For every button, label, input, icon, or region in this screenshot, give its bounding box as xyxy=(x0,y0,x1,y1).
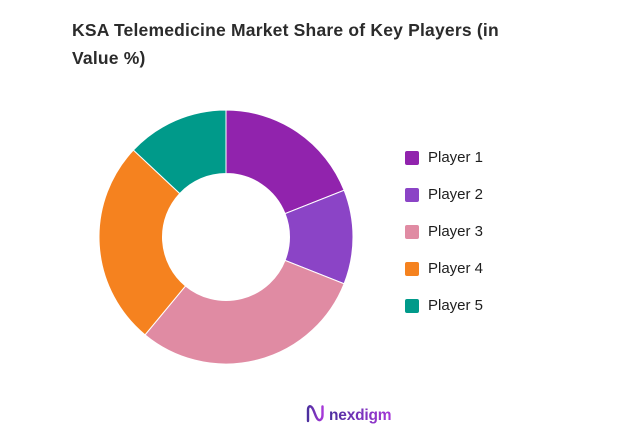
donut-chart xyxy=(96,107,356,367)
legend-label-player-3: Player 3 xyxy=(428,223,484,240)
legend-item-player-1: Player 1 xyxy=(405,149,484,166)
legend-item-player-2: Player 2 xyxy=(405,186,484,203)
legend-swatch-player-4 xyxy=(405,261,419,276)
donut-chart-svg xyxy=(98,109,354,365)
legend-item-player-4: Player 4 xyxy=(405,260,484,277)
chart-title: KSA Telemedicine Market Share of Key Pla… xyxy=(72,20,499,68)
brand-logo: nexdigm xyxy=(304,400,394,428)
nexdigm-logo: nexdigm xyxy=(306,405,392,424)
legend-label-player-5: Player 5 xyxy=(428,297,484,314)
legend-label-player-2: Player 2 xyxy=(428,186,484,203)
legend-label-player-4: Player 4 xyxy=(428,260,484,277)
legend-swatch-player-3 xyxy=(405,224,419,239)
donut-slice-player-4 xyxy=(98,149,187,336)
legend-item-player-3: Player 3 xyxy=(405,223,484,240)
legend-swatch-player-5 xyxy=(405,298,419,313)
donut-slice-player-5 xyxy=(132,109,227,195)
legend-item-player-5: Player 5 xyxy=(405,297,484,314)
nexdigm-wave-n-icon xyxy=(306,405,324,423)
brand-wordmark: nexdigm xyxy=(329,407,391,424)
legend-label-player-1: Player 1 xyxy=(428,149,484,166)
legend-swatch-player-2 xyxy=(405,187,419,202)
donut-slice-player-3 xyxy=(144,259,345,365)
donut-slice-player-1 xyxy=(225,109,345,215)
legend-swatch-player-1 xyxy=(405,150,419,165)
legend: Player 1 Player 2 Player 3 Player 4 Player 5 xyxy=(405,149,484,335)
